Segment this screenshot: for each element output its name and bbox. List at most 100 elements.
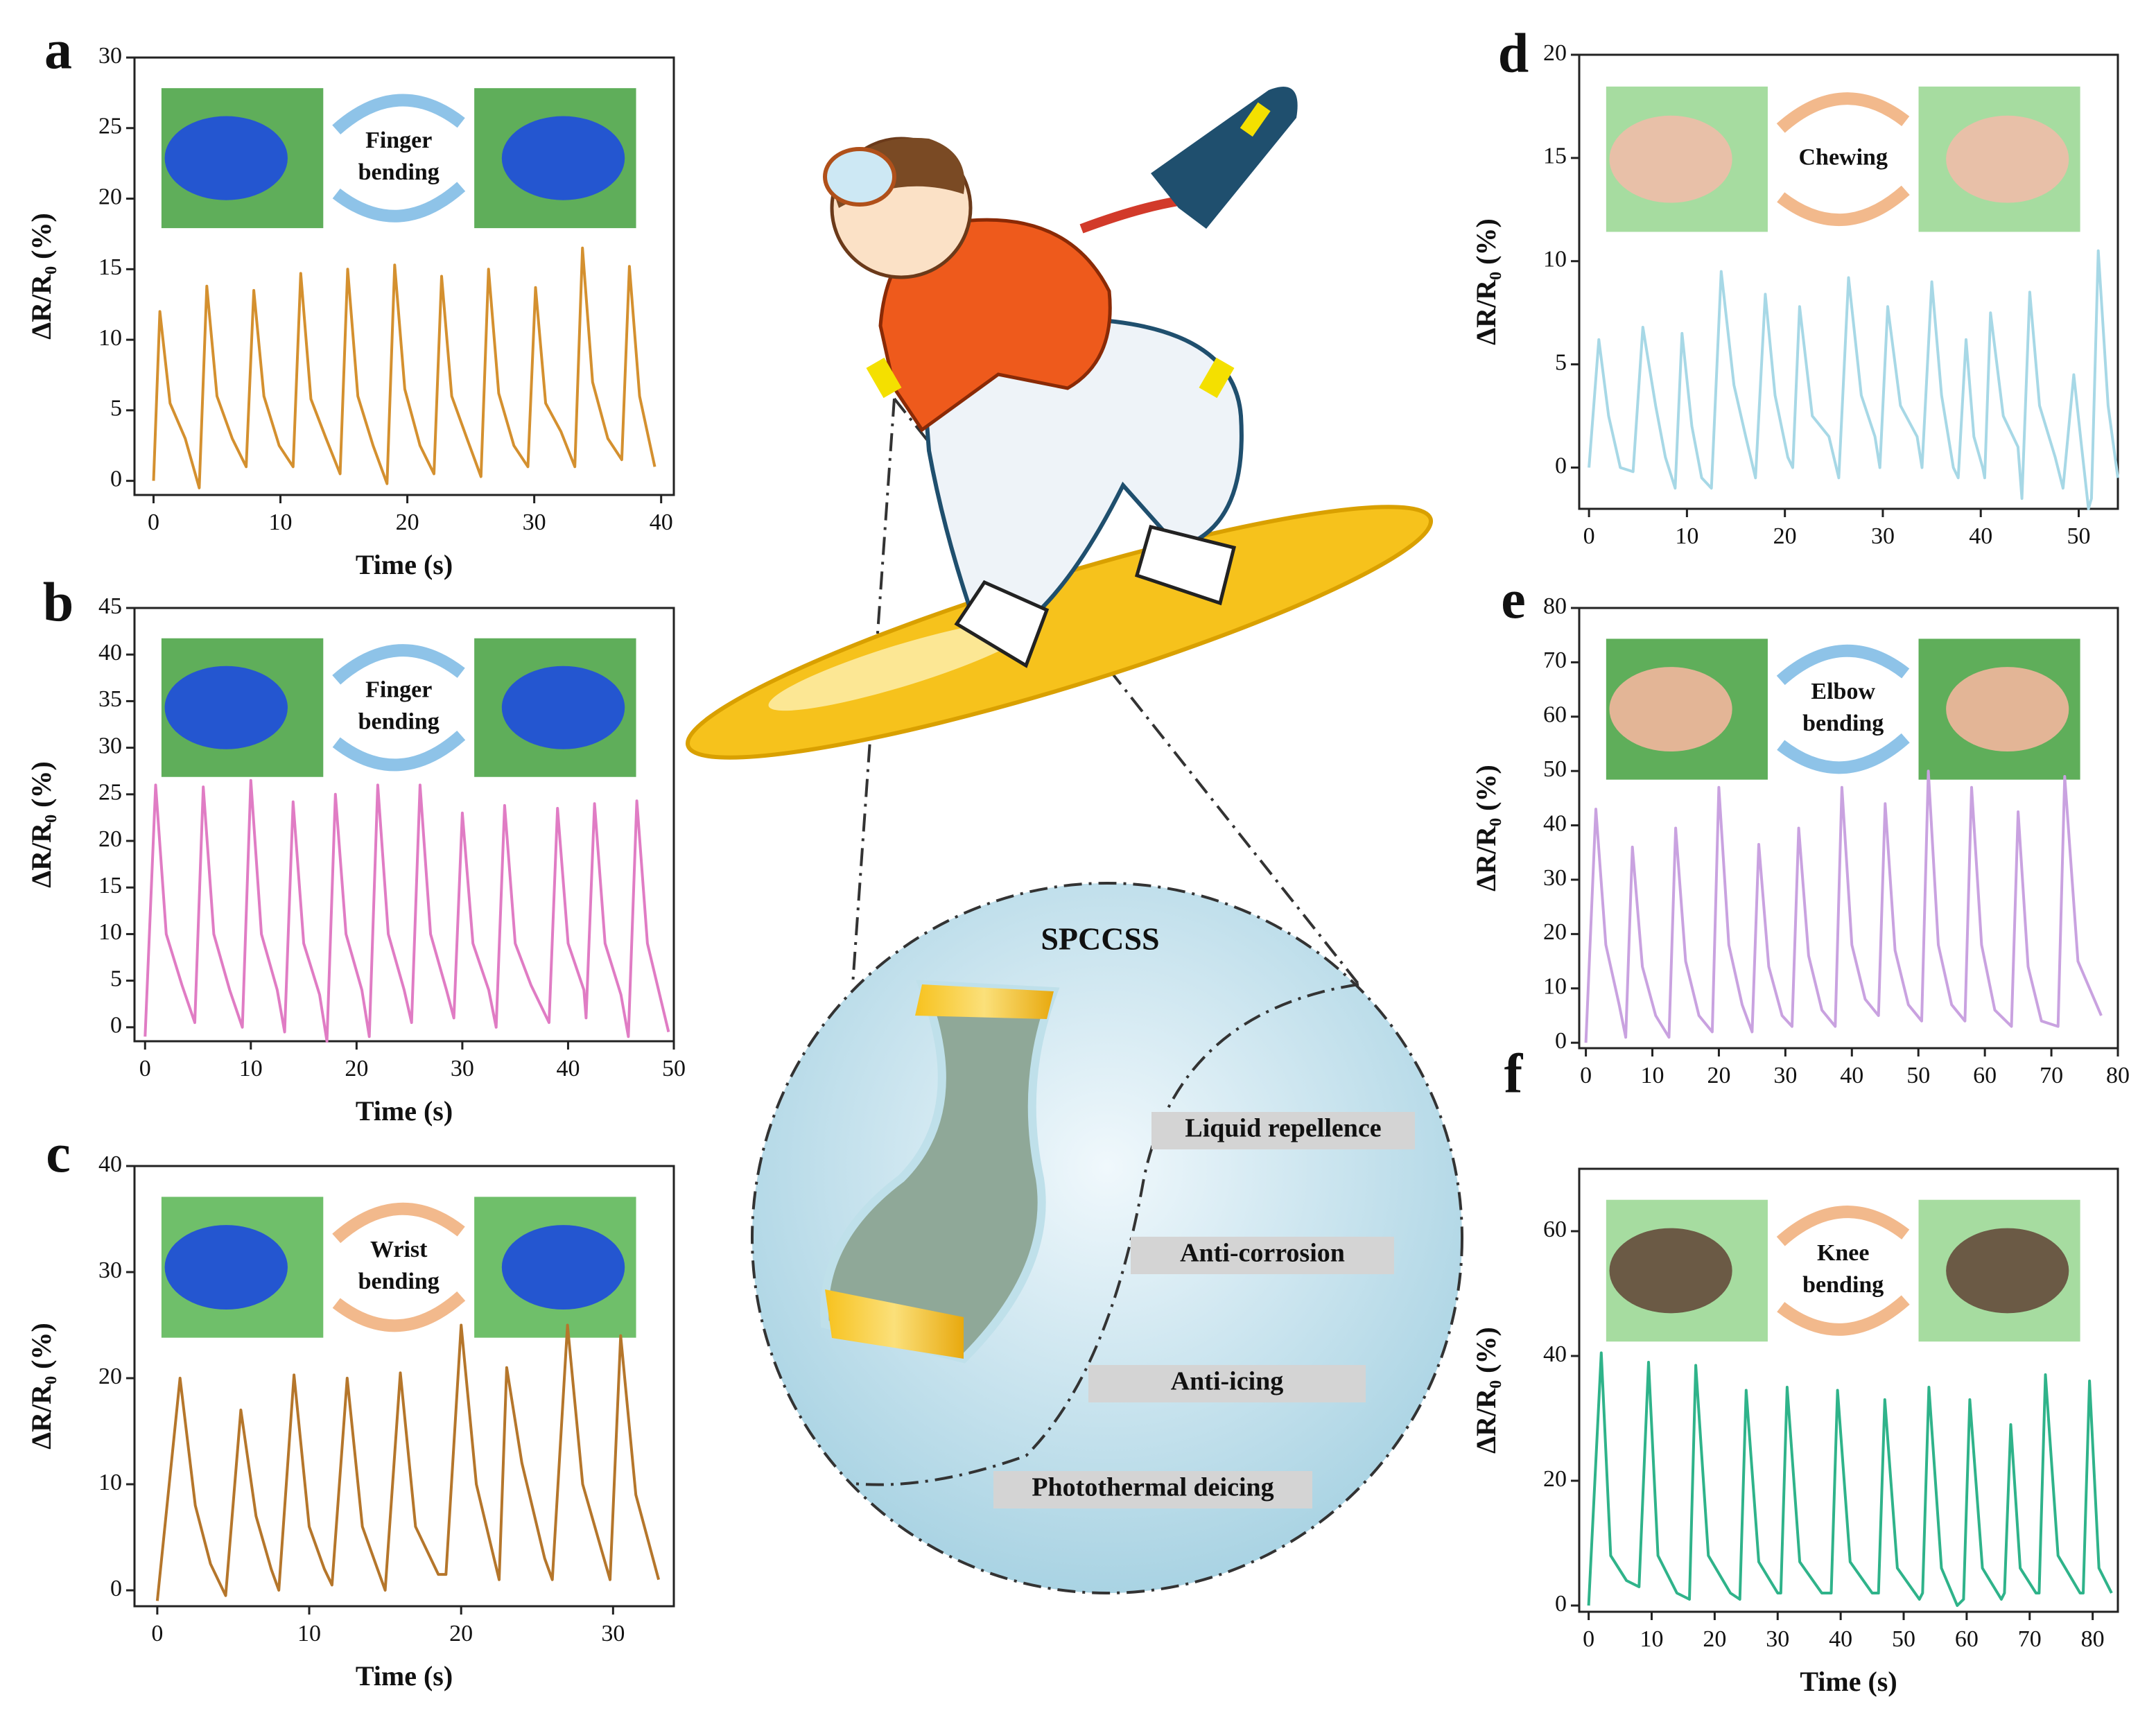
inset-subject xyxy=(1609,115,1732,203)
y-tick-label: 20 xyxy=(98,826,122,852)
data-line xyxy=(1587,1351,2113,1607)
y-tick-label: 20 xyxy=(1543,1466,1567,1492)
y-axis-label: ΔR/R₀ (%) xyxy=(26,1323,57,1450)
inset-label: bending xyxy=(358,1269,440,1294)
x-tick-label: 0 xyxy=(139,1056,151,1081)
x-tick-label: 10 xyxy=(1641,1063,1664,1088)
x-tick-label: 0 xyxy=(1583,1626,1594,1652)
property: Photothermal deicing xyxy=(1032,1473,1273,1502)
x-axis-label: Time (s) xyxy=(356,549,453,580)
property-box xyxy=(1131,1237,1394,1274)
inset-subject xyxy=(164,116,288,200)
x-tick-label: 50 xyxy=(662,1056,686,1081)
x-tick-label: 70 xyxy=(2040,1063,2063,1088)
y-tick-label: 60 xyxy=(1543,1217,1567,1242)
y-tick-label: 5 xyxy=(110,396,122,421)
x-tick-label: 40 xyxy=(1840,1063,1863,1088)
x-tick-label: 40 xyxy=(556,1056,580,1081)
cycle-arrow xyxy=(332,94,465,134)
panel-label: a xyxy=(44,19,72,80)
y-axis-label: ΔR/R₀ (%) xyxy=(26,213,57,340)
panel-label: b xyxy=(43,572,74,633)
x-tick-label: 40 xyxy=(1829,1626,1852,1652)
x-tick-label: 70 xyxy=(2018,1626,2042,1652)
y-tick-label: 80 xyxy=(1543,593,1567,619)
goggles xyxy=(823,147,896,207)
panel-label: c xyxy=(46,1123,71,1184)
x-tick-label: 60 xyxy=(1955,1626,1979,1652)
y-tick-label: 20 xyxy=(1543,40,1567,66)
inset-subject xyxy=(1946,1228,2069,1314)
cycle-arrow xyxy=(1777,185,1910,227)
data-line xyxy=(152,246,657,489)
y-tick-label: 40 xyxy=(1543,810,1567,836)
data-line xyxy=(144,779,670,1043)
electrode xyxy=(825,1289,964,1359)
boot xyxy=(1134,524,1237,606)
property-box xyxy=(1088,1365,1366,1402)
y-tick-label: 30 xyxy=(98,733,122,758)
x-tick-label: 10 xyxy=(1640,1626,1664,1652)
y-axis-label: ΔR/R₀ (%) xyxy=(1470,765,1502,892)
y-tick-label: 15 xyxy=(98,873,122,898)
x-tick-label: 20 xyxy=(1707,1063,1730,1088)
data-line xyxy=(155,1323,661,1601)
y-axis-label: ΔR/R₀ (%) xyxy=(26,761,57,888)
y-tick-label: 40 xyxy=(98,1151,122,1177)
y-tick-label: 30 xyxy=(1543,865,1567,891)
y-tick-label: 15 xyxy=(1543,144,1567,169)
cycle-arrow xyxy=(332,644,465,685)
y-tick-label: 10 xyxy=(1543,974,1567,1000)
inset-label: Elbow xyxy=(1811,679,1875,704)
property-box xyxy=(1151,1112,1415,1149)
property: Anti-icing xyxy=(1171,1367,1284,1396)
x-tick-label: 0 xyxy=(1580,1063,1592,1088)
x-tick-label: 80 xyxy=(2081,1626,2105,1652)
y-tick-label: 70 xyxy=(1543,647,1567,673)
y-tick-label: 25 xyxy=(98,114,122,139)
cycle-arrow xyxy=(1776,1206,1910,1246)
x-tick-label: 30 xyxy=(601,1621,625,1646)
panel-label: d xyxy=(1498,23,1529,84)
x-axis-label: Time (s) xyxy=(356,1660,453,1691)
x-tick-label: 10 xyxy=(1675,523,1698,549)
x-tick-label: 40 xyxy=(1969,523,1992,549)
plot-frame xyxy=(1578,53,2119,510)
y-tick-label: 0 xyxy=(1555,1028,1567,1054)
electrode xyxy=(915,984,1054,1019)
y-tick-label: 30 xyxy=(98,43,122,69)
plot-frame xyxy=(133,607,675,1043)
sensor xyxy=(866,357,902,399)
inset-subject xyxy=(1609,1228,1732,1314)
inset-label: Knee xyxy=(1817,1240,1870,1266)
inset-subject xyxy=(501,1225,625,1310)
y-tick-label: 15 xyxy=(98,254,122,280)
cycle-arrow xyxy=(1777,1295,1910,1336)
x-tick-label: 20 xyxy=(1703,1626,1726,1652)
inset-subject xyxy=(501,666,625,749)
film-title: SPCCSS xyxy=(1041,921,1159,957)
cycle-arrow xyxy=(332,1291,466,1332)
divider xyxy=(852,983,1359,1486)
cycle-arrow xyxy=(332,1202,465,1244)
cycle-arrow xyxy=(332,730,466,772)
y-tick-label: 20 xyxy=(1543,919,1567,945)
boot xyxy=(954,580,1050,668)
y-tick-label: 30 xyxy=(98,1258,122,1283)
x-tick-label: 20 xyxy=(1773,523,1797,549)
y-tick-label: 20 xyxy=(98,1364,122,1389)
y-tick-label: 50 xyxy=(1543,756,1567,782)
y-axis-label: ΔR/R₀ (%) xyxy=(1470,1327,1502,1454)
x-tick-label: 20 xyxy=(345,1056,368,1081)
cycle-arrow xyxy=(1777,733,1910,774)
sensor xyxy=(1199,357,1235,399)
property: Liquid repellence xyxy=(1185,1114,1381,1143)
y-tick-label: 60 xyxy=(1543,702,1567,728)
plot-frame xyxy=(1578,1167,2119,1613)
inset-subject xyxy=(1946,667,2069,752)
y-tick-label: 0 xyxy=(110,1013,122,1038)
data-line xyxy=(1588,249,2119,510)
property-box xyxy=(993,1471,1312,1508)
y-tick-label: 10 xyxy=(98,325,122,351)
